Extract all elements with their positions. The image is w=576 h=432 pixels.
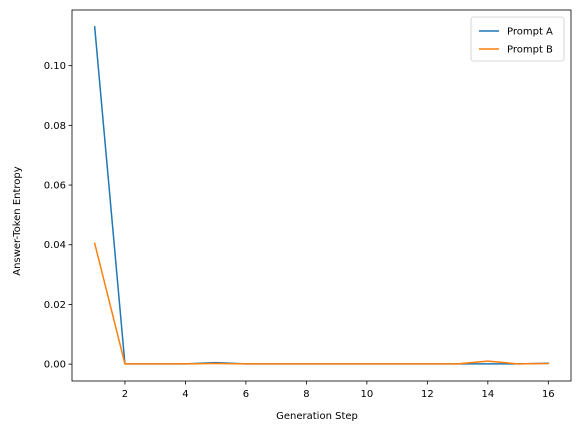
- x-tick-label: 16: [542, 389, 555, 400]
- plot-area: [93, 26, 550, 365]
- legend-entry-label: Prompt A: [507, 27, 553, 38]
- x-tick-label: 6: [243, 389, 249, 400]
- legend: Prompt A Prompt B: [470, 16, 565, 62]
- axes-frame: [71, 9, 572, 382]
- x-tick-label: 14: [481, 389, 494, 400]
- x-tick-label: 4: [182, 389, 188, 400]
- x-tick-label: 12: [421, 389, 434, 400]
- y-tick-label: 0.06: [44, 181, 66, 192]
- x-tick-label: 2: [122, 389, 128, 400]
- series-line-prompt-b: [93, 242, 550, 365]
- y-tick-label: 0.08: [44, 121, 66, 132]
- y-tick-label: 0.02: [44, 300, 66, 311]
- series-line-prompt-a: [93, 26, 550, 365]
- x-axis-label: Generation Step: [276, 411, 358, 422]
- x-axis-ticks: 2 4 6 8 10 12 14 16: [122, 381, 555, 400]
- legend-box: [470, 16, 565, 62]
- y-tick-label: 0.04: [44, 240, 66, 251]
- legend-entry-label: Prompt B: [507, 45, 553, 56]
- y-axis-ticks: 0.00 0.02 0.04 0.06 0.08 0.10: [44, 61, 72, 371]
- y-axis-label: Answer-Token Entropy: [12, 166, 23, 275]
- y-tick-label: 0.10: [44, 61, 66, 72]
- x-tick-label: 8: [303, 389, 309, 400]
- x-tick-label: 10: [360, 389, 373, 400]
- y-tick-label: 0.00: [44, 360, 66, 371]
